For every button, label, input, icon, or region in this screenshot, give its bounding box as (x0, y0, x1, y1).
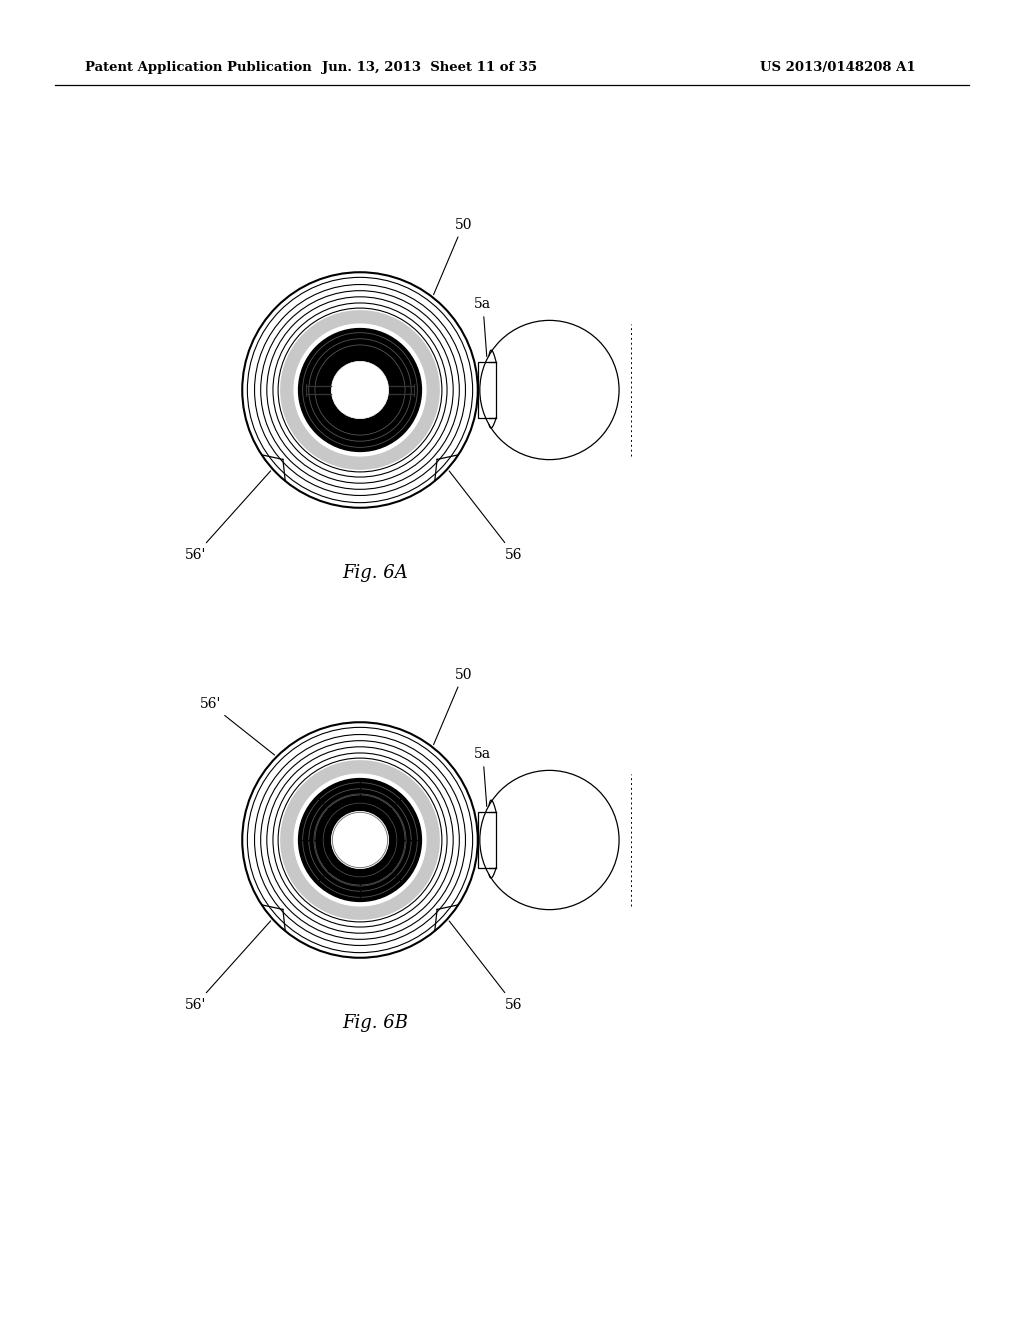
Bar (478, 812, 497, 867)
Text: 56: 56 (450, 471, 523, 561)
Text: 5a: 5a (474, 297, 492, 356)
Text: 56': 56' (185, 471, 270, 561)
Text: 56: 56 (450, 921, 523, 1011)
Text: Fig. 6A: Fig. 6A (342, 564, 408, 582)
Text: Patent Application Publication: Patent Application Publication (85, 62, 311, 74)
Text: 50: 50 (433, 668, 472, 744)
Text: 56': 56' (185, 921, 270, 1011)
Polygon shape (281, 310, 440, 470)
Text: Fig. 6B: Fig. 6B (342, 1014, 408, 1032)
Text: 5a: 5a (474, 747, 492, 807)
Text: 56': 56' (200, 697, 274, 755)
Circle shape (299, 779, 422, 902)
Polygon shape (281, 760, 440, 920)
Circle shape (332, 362, 389, 418)
Text: 50: 50 (433, 218, 472, 294)
Text: Jun. 13, 2013  Sheet 11 of 35: Jun. 13, 2013 Sheet 11 of 35 (323, 62, 538, 74)
Bar (478, 362, 497, 417)
Circle shape (299, 329, 422, 451)
Text: US 2013/0148208 A1: US 2013/0148208 A1 (760, 62, 915, 74)
Circle shape (332, 812, 389, 869)
